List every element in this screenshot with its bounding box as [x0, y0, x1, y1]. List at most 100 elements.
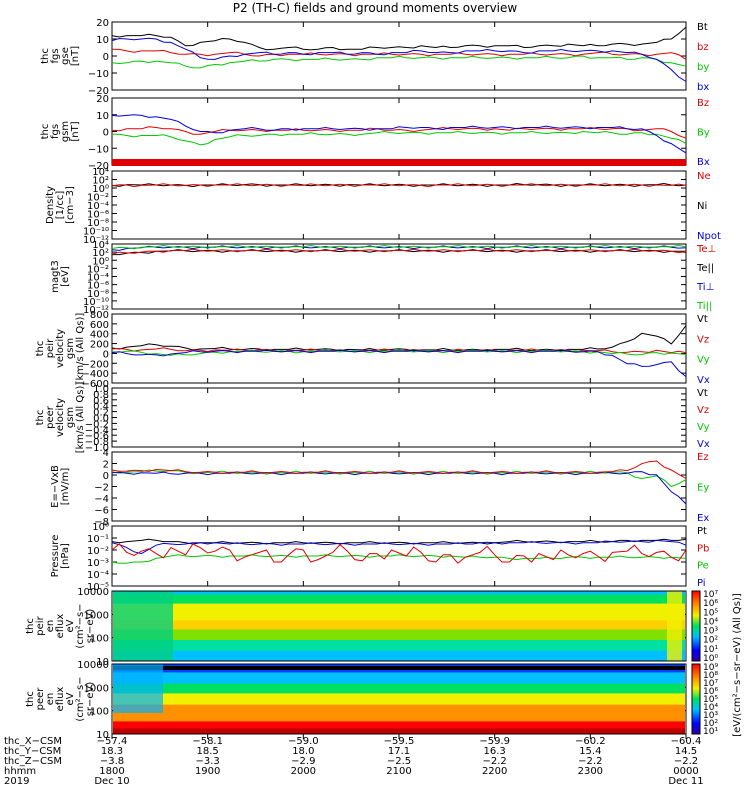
x-tick-label: 18.5	[197, 746, 219, 757]
colorbar-tick-label: 10⁸	[703, 671, 718, 681]
y-axis-label: thcpeervelocitygsm[km/s (All Qs)]	[35, 382, 86, 454]
panel-frame	[111, 170, 687, 240]
legend-Vy: Vy	[697, 355, 710, 366]
legend-Bt: Bt	[697, 22, 708, 33]
y-tick-label: 10⁻⁵	[87, 582, 109, 593]
legend-Ey: Ey	[697, 483, 709, 494]
x-tick-label: 18.3	[101, 746, 123, 757]
colorbar-tick-label: 10¹	[703, 645, 718, 655]
x-tick-label: −2.2	[578, 756, 602, 767]
x-tick-label: −2.9	[291, 756, 315, 767]
x-tick-label: −2.2	[483, 756, 507, 767]
y-axis-label: thcpeerenefluxeV(cm²−s−sr−eV)	[25, 676, 96, 721]
y-tick-label: 1000	[84, 610, 109, 621]
colorbar-tick-label: 10¹	[703, 727, 718, 737]
x-tick-label: 2000	[291, 766, 316, 777]
y-tick-label: 10	[96, 657, 109, 668]
y-tick-label: 1000	[84, 683, 109, 694]
y-tick-label: 2	[103, 460, 109, 471]
spectrogram-band	[113, 664, 163, 713]
panel-peir-velocity: 8006004002000−200−400−600thcpeirvelocity…	[35, 310, 710, 390]
x-tick-label: −60.2	[575, 736, 606, 747]
legend-Ne: Ne	[697, 171, 711, 182]
x-tick-label: −58.1	[192, 736, 223, 747]
y-tick-label: 0.2	[93, 408, 109, 419]
y-tick-label: 0.8	[93, 390, 109, 401]
series-blue-line	[111, 37, 687, 82]
y-tick-label: 10⁻¹²	[83, 235, 109, 246]
y-tick-label: 10⁻⁶	[87, 281, 109, 292]
spectrogram-band	[113, 650, 685, 662]
series-red-line	[111, 126, 687, 139]
y-tick-label: −10	[88, 69, 109, 80]
panel-frame	[111, 243, 687, 310]
x-date-label: Dec 11	[668, 776, 703, 787]
spectrogram-band	[113, 666, 685, 670]
series-black-line	[111, 325, 687, 352]
y-tick-label: −0.4	[85, 425, 109, 436]
y-tick-label: 800	[90, 310, 109, 321]
y-tick-label: 0.4	[93, 402, 109, 413]
panel-peir-en-eflux: 10000 1000 100 10thcpeirenefluxeV(cm²−s−sr−…	[25, 587, 718, 668]
legend-by: by	[697, 62, 709, 73]
x-tick-label: 15.4	[579, 746, 601, 757]
y-tick-label: −400	[82, 369, 109, 380]
colorbar-tick-label: 10⁷	[703, 679, 718, 689]
y-axis-label: E=−VxB[mV/m]	[50, 465, 71, 508]
legend-Ni: Ni	[697, 201, 707, 212]
series-green-line	[111, 469, 687, 488]
plot-title: P2 (TH-C) fields and ground moments over…	[232, 1, 518, 15]
x-tick-label: 2300	[578, 766, 603, 777]
y-tick-label: −600	[82, 379, 109, 390]
series-red-line	[111, 248, 687, 255]
y-tick-label: −2	[94, 483, 109, 494]
flag-bar	[112, 159, 686, 166]
y-tick-label: 10⁻¹⁰	[83, 297, 109, 308]
colorbar-tick-label: 10³	[703, 711, 718, 721]
series-blue-line	[111, 349, 687, 377]
colorbar-tick-label: 10⁵	[703, 608, 718, 618]
panel-frame	[111, 387, 687, 448]
y-tick-label: 10⁻⁸	[87, 218, 109, 229]
y-tick-label: 10²	[92, 176, 109, 187]
x-tick-label: −2.2	[674, 756, 698, 767]
y-tick-label: −8	[94, 517, 109, 528]
y-tick-label: 0	[103, 128, 109, 139]
panel-frame	[111, 97, 687, 166]
y-tick-label: 10⁻⁶	[87, 210, 109, 221]
x-row-label: thc_X−CSM	[4, 736, 62, 747]
legend-Npot: Npot	[697, 231, 721, 242]
panel-flag-bar	[112, 159, 686, 166]
x-tick-label: −59.0	[288, 736, 319, 747]
colorbar-tick-label: 10²	[703, 636, 718, 646]
y-axis-label: magt3[eV]	[50, 260, 71, 293]
x-tick-label: 17.1	[388, 746, 410, 757]
y-tick-label: 10	[96, 111, 109, 122]
colorbar-tick-label: 10⁴	[703, 617, 718, 627]
y-tick-label: 10⁻¹⁰	[83, 227, 109, 238]
spectrogram-band	[113, 683, 685, 694]
colorbar-tick-label: 10⁷	[703, 590, 718, 600]
x-date-label: Dec 10	[94, 776, 129, 787]
legend-Vx: Vx	[697, 375, 710, 386]
y-tick-label: 600	[90, 320, 109, 331]
series-blue-line	[111, 471, 687, 505]
y-tick-label: 10²	[92, 248, 109, 259]
spectrogram-band	[113, 620, 685, 630]
y-tick-label: 10⁻⁴	[87, 201, 109, 212]
x-tick-label: 18.0	[292, 746, 314, 757]
x-row-label: hhmm	[4, 766, 36, 777]
legend-Pi: Pi	[697, 578, 706, 589]
y-tick-label: 10⁻²	[87, 264, 109, 275]
series-black-line	[111, 26, 687, 51]
y-tick-label: 4	[103, 448, 109, 459]
legend-Bx: Bx	[697, 157, 710, 168]
x-tick-label: −2.5	[387, 756, 411, 767]
spectrogram-band	[113, 629, 685, 641]
legend-Vy: Vy	[697, 422, 710, 433]
y-tick-label: 10⁻¹²	[83, 305, 109, 316]
legend-Vt: Vt	[697, 388, 708, 399]
y-tick-label: −0.8	[85, 437, 109, 448]
